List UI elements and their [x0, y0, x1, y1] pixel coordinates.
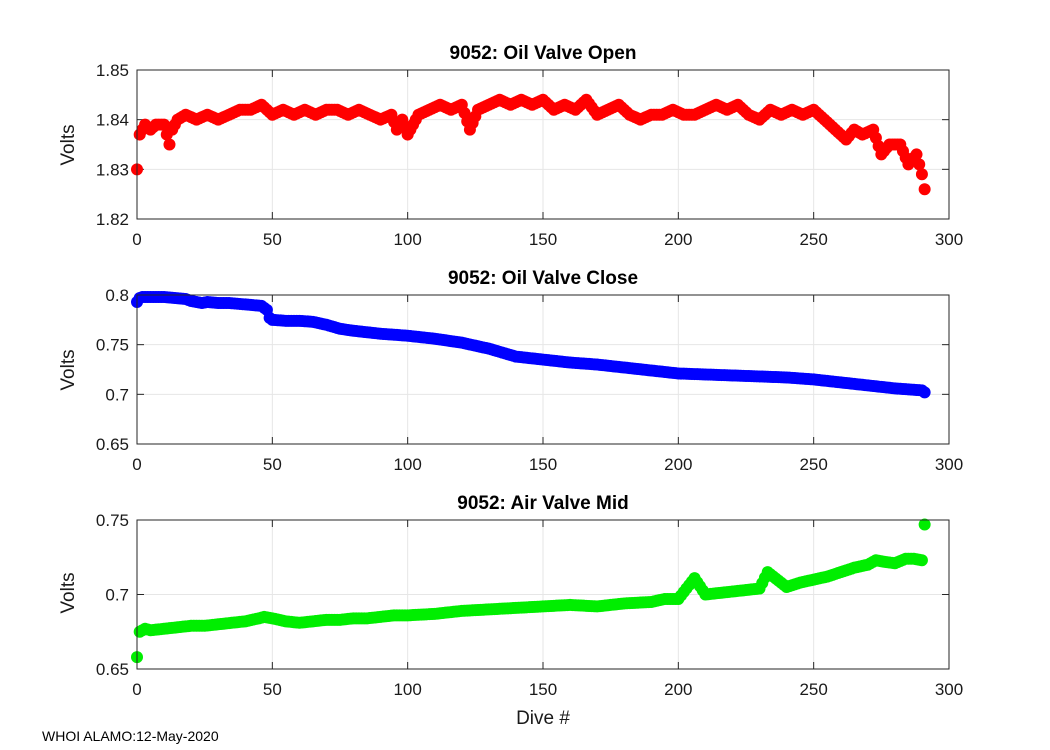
- y-tick-label: 0.75: [96, 511, 129, 530]
- plot-area: 0 50 100 150 200 250 300 0.65 0.7 0.75: [96, 511, 963, 699]
- axes-frame: [136, 294, 950, 445]
- x-tick-label: 150: [529, 230, 557, 249]
- x-tick-label: 250: [799, 455, 827, 474]
- y-tick-label: 0.65: [96, 435, 129, 454]
- y-tick-label: 1.82: [96, 210, 129, 229]
- y-tick-label: 0.65: [96, 660, 129, 679]
- data-point: [915, 168, 928, 181]
- x-tick-label: 200: [664, 455, 692, 474]
- x-tick-label: 150: [529, 455, 557, 474]
- y-tick-label: 1.84: [96, 111, 129, 130]
- x-tick-label: 300: [935, 230, 963, 249]
- x-axis-label: Dive #: [516, 708, 570, 729]
- panel-air-valve-mid: 9052: Air Valve Mid Volts 0 50 100 150 200 25…: [58, 493, 963, 729]
- y-tick-label: 0.8: [105, 286, 129, 305]
- data-point: [918, 386, 931, 399]
- x-tick-label: 200: [664, 230, 692, 249]
- data-point: [913, 158, 926, 171]
- x-tick-label: 100: [393, 680, 421, 699]
- data-point: [163, 138, 176, 151]
- footer-timestamp: WHOI ALAMO:12-May-2020: [42, 728, 219, 744]
- x-tick-label: 250: [799, 230, 827, 249]
- y-axis-label: Volts: [58, 124, 79, 165]
- x-tick-label: 50: [263, 455, 282, 474]
- x-tick-label: 0: [132, 680, 141, 699]
- panel-title: 9052: Oil Valve Open: [450, 43, 637, 64]
- y-tick-label: 1.83: [96, 160, 129, 179]
- plot-area: 0 50 100 150 200 250 300 0.65 0.7 0.75 0.8: [96, 286, 963, 474]
- y-axis-label: Volts: [58, 572, 79, 613]
- x-tick-label: 0: [132, 230, 141, 249]
- panel-title: 9052: Air Valve Mid: [457, 493, 628, 514]
- x-tick-label: 200: [664, 680, 692, 699]
- x-tick-label: 100: [393, 455, 421, 474]
- y-tick-label: 1.85: [96, 61, 129, 80]
- x-tick-label: 50: [263, 680, 282, 699]
- y-axis-label: Volts: [58, 349, 79, 390]
- y-tick-label: 0.7: [105, 586, 129, 605]
- data-point: [918, 518, 931, 531]
- x-tick-label: 0: [132, 455, 141, 474]
- x-tick-label: 250: [799, 680, 827, 699]
- x-tick-label: 300: [935, 455, 963, 474]
- panel-oil-valve-open: 9052: Oil Valve Open Volts 0 50 100 150 200 2…: [58, 43, 963, 249]
- x-tick-label: 300: [935, 680, 963, 699]
- panel-title: 9052: Oil Valve Close: [448, 268, 638, 289]
- data-point: [918, 183, 931, 196]
- x-tick-label: 100: [393, 230, 421, 249]
- y-tick-label: 0.7: [105, 385, 129, 404]
- panel-oil-valve-close: 9052: Oil Valve Close Volts 0 50 100 150 200…: [58, 268, 963, 474]
- axes-frame: [136, 69, 950, 220]
- axes-frame: [136, 519, 950, 670]
- data-point: [915, 554, 928, 567]
- data-point: [910, 148, 923, 161]
- x-tick-label: 50: [263, 230, 282, 249]
- y-tick-label: 0.75: [96, 336, 129, 355]
- plot-area: 0 50 100 150 200 250 300 1.82 1.83 1.84 1.85: [96, 61, 963, 249]
- x-tick-label: 150: [529, 680, 557, 699]
